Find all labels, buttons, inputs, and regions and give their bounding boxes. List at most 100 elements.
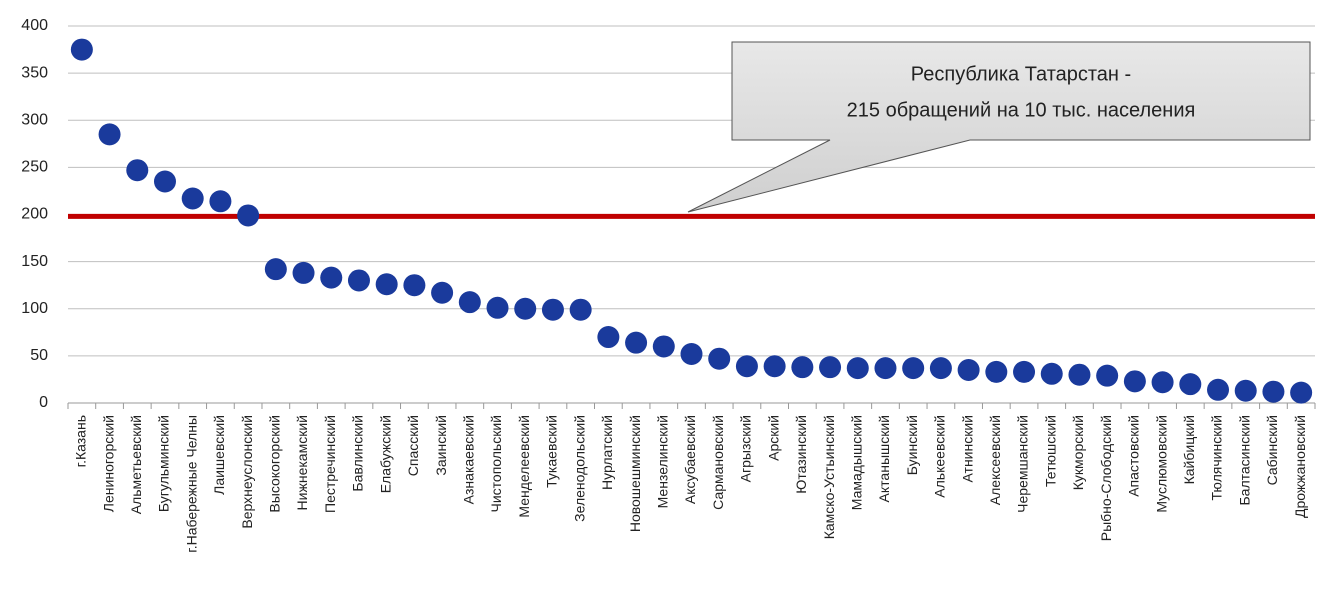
x-tick-label: Тукаевский [544,415,560,488]
dot [1096,364,1119,387]
callout [687,41,1311,213]
x-tick-label: Зеленодольский [571,415,587,522]
x-tick-label: Пестречинский [322,415,338,513]
x-tick-label: Сабинский [1264,415,1280,485]
dot [458,291,481,314]
dot [680,342,703,365]
x-tick-label: Бавлинский [350,415,366,492]
dot [70,38,93,61]
dot [957,359,980,382]
x-tick-label: Лениногорский [100,415,116,512]
x-tick-label: Спасский [405,415,421,476]
x-tick-label: Буинский [904,415,920,475]
x-tick-label: Нижнекамский [294,415,310,510]
dot [1234,379,1257,402]
x-tick-label: Апастовский [1126,415,1142,497]
x-tick-label: Дрожжановский [1292,415,1308,518]
x-tick-label: Арский [765,415,781,461]
dot [375,273,398,296]
dot [902,357,925,380]
x-tick-label: Кайбицкий [1181,415,1197,484]
x-tick-label: Нурлатский [599,415,615,490]
x-tick-label: Тюлячинский [1209,415,1225,501]
x-tick-label: Сармановский [710,415,726,510]
x-tick-label: Атнинский [959,415,975,483]
dot [1068,363,1091,386]
y-tick-label: 200 [21,206,48,223]
x-tick-label: Альметьевский [128,415,144,514]
x-tick-label: Рыбно-Слободский [1098,415,1114,541]
y-tick-label: 0 [39,394,48,411]
x-tick-label: Муслюмовский [1153,415,1169,513]
dot [1290,381,1313,404]
x-tick-label: Елабужский [377,415,393,493]
dot [320,266,343,289]
dot [431,281,454,304]
dot [569,298,592,321]
x-tick-label: Ютазинский [793,415,809,494]
dot [541,298,564,321]
x-tick-label: Камско-Устьинский [821,415,837,539]
y-tick-label: 350 [21,64,48,81]
x-tick-label: Алексеевский [987,415,1003,505]
dot [153,170,176,193]
y-tick-label: 150 [21,253,48,270]
dot [819,356,842,379]
y-tick-label: 400 [21,17,48,34]
dot [514,297,537,320]
dot [486,296,509,319]
dot [929,357,952,380]
dot [126,159,149,182]
x-tick-label: Тетюшский [1042,415,1058,487]
y-tick-label: 50 [30,347,48,364]
dot [1207,378,1230,401]
annotation: 215 обращений на 10 тыс. населения [847,99,1196,121]
dot [1179,373,1202,396]
x-tick-label: Агрызский [738,415,754,482]
x-tick-label: Азнакаевский [461,415,477,504]
dot [597,326,620,349]
x-tick-label: Менделеевский [516,415,532,518]
x-tick-label: Мамадышский [848,415,864,510]
dot [625,331,648,354]
x-tick-label: Бугульминский [156,415,172,512]
dot [791,356,814,379]
x-tick-label: Новошешминский [627,415,643,532]
x-tick-label: Заинский [433,415,449,476]
dot [1013,360,1036,383]
dot [846,357,869,380]
x-tick-label: Кукморский [1070,415,1086,490]
x-tick-label: Лаишевский [211,415,227,495]
y-tick-label: 100 [21,300,48,317]
dot [264,258,287,281]
x-tick-label: Алькеевский [932,415,948,498]
dot [209,190,232,213]
dot [1123,370,1146,393]
dot [652,335,675,358]
x-tick-label: Актанышский [876,415,892,502]
y-tick-label: 300 [21,111,48,128]
dot [292,261,315,284]
x-tick-label: Высокогорский [267,415,283,513]
dot [98,123,121,146]
y-tick-label: 250 [21,159,48,176]
dot [763,355,786,378]
x-tick-label: г.Казань [73,415,89,467]
dot [985,360,1008,383]
dot [1040,362,1063,385]
x-tick-label: Балтасинский [1236,415,1252,506]
x-tick-label: Верхнеуслонский [239,415,255,529]
dot [874,357,897,380]
x-tick-label: г.Набережные Челны [183,415,199,553]
dot [708,347,731,370]
dot [1151,371,1174,394]
x-tick-label: Черемшанский [1015,415,1031,513]
x-tick-label: Аксубаевский [682,415,698,504]
dot [237,204,260,227]
x-tick-label: Мензелинский [654,415,670,508]
dot [403,274,426,297]
dot [735,355,758,378]
dot [1262,380,1285,403]
annotation: Республика Татарстан - [911,63,1131,85]
